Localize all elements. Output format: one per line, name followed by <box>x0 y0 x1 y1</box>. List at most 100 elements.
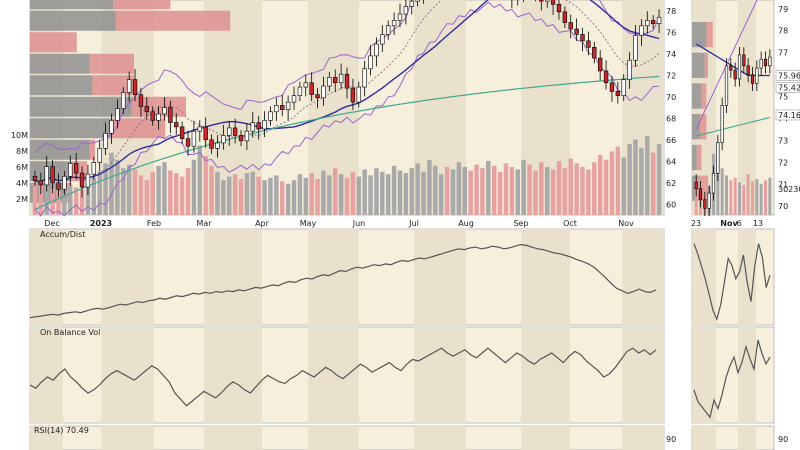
volume-bar <box>68 185 73 215</box>
side-price-tick-label: 75 <box>778 93 788 102</box>
volume-by-price-up-bar <box>30 10 116 31</box>
volume-by-price-up-bar <box>30 118 111 139</box>
accum-dist-line <box>29 243 657 319</box>
side-volume-by-price-down-bar <box>701 83 707 109</box>
volume-bar <box>168 170 173 215</box>
side-band <box>738 426 756 450</box>
price-tick-label: 70 <box>666 93 676 102</box>
side-volume-bar <box>716 157 720 215</box>
volume-bar <box>356 176 362 215</box>
volume-bar <box>285 183 291 215</box>
side-x-axis-tick-label: 13 <box>753 219 763 228</box>
candle-body <box>50 166 55 184</box>
volume-bar <box>633 139 638 215</box>
month-band <box>101 426 154 450</box>
volume-bar <box>332 168 338 215</box>
x-axis-tick-label: 2023 <box>90 219 112 228</box>
side-sma200-line <box>696 116 770 137</box>
candle-body <box>645 20 650 27</box>
candle-body <box>415 0 420 2</box>
candle-body <box>627 59 632 80</box>
candle-body <box>333 77 338 84</box>
volume-bar <box>97 171 102 215</box>
candle-body <box>79 172 85 188</box>
volume-bar <box>62 193 67 215</box>
x-axis-tick-label: Dec <box>44 219 59 228</box>
side-volume-by-price-up-bar <box>692 114 700 140</box>
side-candle-body <box>698 188 703 200</box>
volume-bar <box>609 151 615 215</box>
volume-bar <box>244 173 250 215</box>
month-band <box>30 426 63 450</box>
level-label: 74.16 <box>778 111 800 120</box>
candle-body <box>68 163 73 177</box>
volume-bar <box>274 175 279 215</box>
side-volume-bar <box>750 181 755 215</box>
volume-bar <box>456 162 462 215</box>
candle-body <box>203 126 208 141</box>
volume-bar <box>144 180 150 215</box>
volume-tick-label: 6M <box>16 163 28 172</box>
side-price-tick-label: 73 <box>778 136 788 145</box>
side-candle-body <box>707 192 711 209</box>
price-tick-label: 66 <box>666 136 676 145</box>
volume-bar <box>303 177 309 215</box>
volume-bar <box>480 168 485 215</box>
volume-bar <box>621 157 626 215</box>
side-candle-body <box>703 199 707 209</box>
candle-body <box>191 130 197 147</box>
month-band <box>308 426 359 450</box>
volume-bar <box>385 174 391 215</box>
x-axis-tick-label: Aug <box>458 219 474 228</box>
volume-bar <box>209 165 214 215</box>
volume-bar <box>115 159 120 215</box>
side-x-axis-tick-label: Nov <box>720 219 738 228</box>
volume-by-price-up-bar <box>30 139 90 160</box>
candle-body <box>91 162 97 175</box>
candle-body <box>303 82 308 88</box>
obv-title: On Balance Vol <box>40 328 100 337</box>
volume-by-price-down-bar <box>115 10 231 31</box>
candle-body <box>639 25 644 36</box>
price-tick-label: 60 <box>666 200 676 209</box>
candle-body <box>168 107 173 123</box>
side-candle-body <box>750 74 755 84</box>
volume-bar <box>409 168 415 215</box>
volume-bar <box>197 145 203 215</box>
month-band <box>204 229 262 325</box>
candle-body <box>85 173 91 188</box>
candle-body <box>344 73 350 89</box>
volume-bar <box>109 152 114 215</box>
volume-bar <box>562 168 568 215</box>
price-tick-label: 64 <box>666 157 676 166</box>
candle-body <box>391 20 397 27</box>
level-label: 75.96 <box>778 71 800 80</box>
candle-body <box>209 139 214 149</box>
volume-bar <box>397 170 403 215</box>
volume-bar <box>156 165 161 215</box>
month-band <box>521 327 570 423</box>
month-band <box>622 426 664 450</box>
side-x-axis-tick-label: 23 <box>691 219 701 228</box>
x-axis-tick-label: Oct <box>563 219 577 228</box>
volume-bar <box>262 180 267 215</box>
candle-body <box>291 95 297 103</box>
volume-bar <box>486 161 491 215</box>
volume-bar <box>615 146 621 215</box>
candle-body <box>244 130 250 142</box>
volume-bar <box>527 164 532 215</box>
candle-body <box>56 182 61 190</box>
volume-bar <box>427 159 432 215</box>
candle-body <box>268 111 273 121</box>
volume-bar <box>103 163 108 215</box>
candle-body <box>138 94 144 107</box>
candle-body <box>586 40 591 48</box>
side-candle-body <box>716 142 720 174</box>
volume-bar <box>268 177 273 215</box>
side-volume-bar <box>737 182 742 215</box>
volume-bar <box>586 169 591 215</box>
volume-bar <box>421 171 426 215</box>
side-price-tick-label: 72 <box>778 158 788 167</box>
candle-body <box>44 166 49 186</box>
candle-body <box>62 176 67 190</box>
